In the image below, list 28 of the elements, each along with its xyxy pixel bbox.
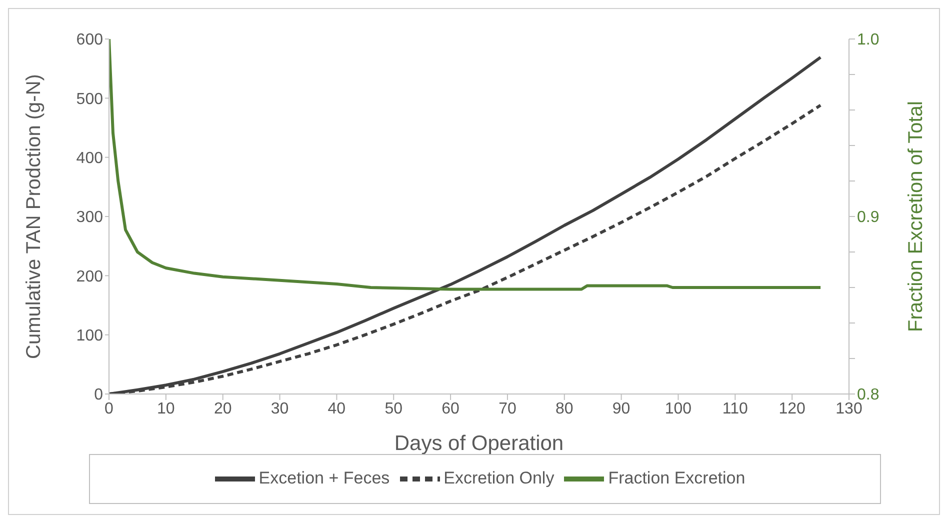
y-tick-label: 500 xyxy=(76,90,104,108)
x-tick-label: 70 xyxy=(498,400,516,418)
y2-tick-label: 0.9 xyxy=(857,209,880,226)
y-axis-title: Cumulative TAN Prodction (g-N) xyxy=(23,74,46,359)
x-axis-title: Days of Operation xyxy=(394,432,564,455)
y-tick-label: 100 xyxy=(76,328,104,345)
x-tick-label: 110 xyxy=(722,400,748,418)
x-tick-label: 60 xyxy=(442,400,460,418)
line-series xyxy=(109,39,822,291)
y-tick-label: 300 xyxy=(76,209,104,226)
x-tick-label: 90 xyxy=(612,400,630,418)
legend-label: Excretion Only xyxy=(444,468,554,488)
y-tick-label: 600 xyxy=(76,32,104,49)
x-tick-label: 100 xyxy=(664,400,692,418)
legend-label: Excetion + Feces xyxy=(258,468,390,488)
x-tick-label: 30 xyxy=(270,400,289,418)
y-tick-label: 400 xyxy=(76,150,104,168)
y2-tick-label: 1.0 xyxy=(857,32,880,49)
y2-axis-title: Fraction Excretion of Total xyxy=(905,101,928,332)
x-tick-label: 10 xyxy=(157,400,175,418)
y-tick-label: 200 xyxy=(76,268,104,286)
x-tick-label: 20 xyxy=(214,400,232,418)
y-tick-label: 0 xyxy=(94,386,104,404)
x-tick-label: 120 xyxy=(778,400,806,418)
x-tick-label: 50 xyxy=(384,400,403,418)
legend-label: Fraction Excretion xyxy=(608,468,746,488)
x-tick-label: 40 xyxy=(328,400,346,418)
x-tick-label: 80 xyxy=(555,400,574,418)
